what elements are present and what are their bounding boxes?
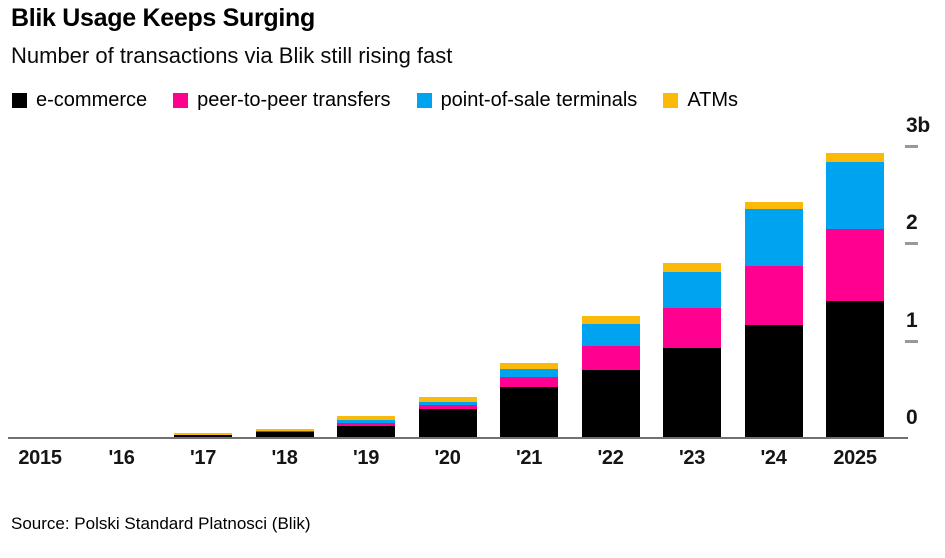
bar-column-18 [255, 429, 314, 438]
bar-segment-atms [826, 152, 884, 162]
legend-label: ATMs [687, 89, 739, 111]
bar-segment-atms [744, 201, 803, 210]
bar-column-2025 [826, 152, 884, 438]
legend-swatch-icon [416, 93, 432, 108]
bar-segment-point-of-sale-terminals [826, 161, 884, 229]
x-tick-label: 2015 [18, 447, 62, 469]
bar-segment-peer-to-peer-transfers [337, 423, 395, 427]
x-tick-label: '21 [515, 447, 543, 469]
x-tick-label: '23 [678, 447, 706, 469]
y-tick [905, 144, 918, 148]
bar-segment-peer-to-peer-transfers [744, 265, 803, 325]
bar-segment-atms [663, 263, 721, 272]
bar-column-19 [337, 416, 395, 438]
legend-item-atms: ATMs [663, 89, 738, 112]
bar-segment-point-of-sale-terminals [663, 271, 721, 309]
y-tick-label: 3b [906, 113, 930, 137]
legend-swatch-icon [12, 93, 27, 108]
bar-segment-atms [581, 316, 640, 324]
plot-area [8, 100, 908, 438]
bar-column-23 [663, 263, 721, 438]
bar-segment-point-of-sale-terminals [500, 369, 558, 378]
legend-label: point-of-sale terminals [440, 89, 638, 111]
legend-item-point-of-sale-terminals: point-of-sale terminals [416, 89, 638, 112]
bar-segment-atms [174, 433, 232, 435]
bar-segment-e-commerce [255, 431, 314, 438]
x-tick-label: '20 [434, 447, 461, 469]
bar-segment-point-of-sale-terminals [581, 323, 640, 347]
legend: e-commerce peer-to-peer transfers point-of… [12, 89, 738, 112]
y-tick [905, 339, 918, 343]
chart-title: Blik Usage Keeps Surging [11, 4, 315, 32]
legend-item-peer-to-peer-transfers: peer-to-peer transfers [173, 89, 391, 112]
bar-segment-e-commerce [174, 434, 232, 438]
legend-label: peer-to-peer transfers [197, 89, 391, 111]
bar-segment-peer-to-peer-transfers [826, 228, 884, 301]
bar-column-22 [581, 316, 640, 438]
bar-column-24 [744, 201, 803, 438]
legend-swatch-icon [173, 93, 189, 108]
bar-segment-e-commerce [744, 324, 803, 438]
x-tick-label: '24 [760, 447, 787, 469]
chart-subtitle: Number of transactions via Blik still ri… [11, 43, 453, 68]
x-tick-label: '22 [597, 447, 624, 469]
bar-segment-peer-to-peer-transfers [663, 308, 721, 349]
bar-segment-peer-to-peer-transfers [581, 346, 640, 370]
bar-segment-point-of-sale-terminals [744, 209, 803, 266]
x-axis-line [8, 437, 908, 439]
bar-segment-point-of-sale-terminals [418, 402, 477, 406]
x-tick-label: '17 [189, 447, 217, 469]
bar-segment-atms [418, 396, 477, 403]
bar-segment-e-commerce [826, 300, 884, 438]
bar-segment-e-commerce [663, 348, 721, 438]
y-tick-label: 2 [906, 211, 918, 234]
bar-segment-atms [337, 416, 395, 421]
bar-segment-e-commerce [337, 426, 395, 438]
bar-column-20 [418, 396, 477, 438]
x-tick-label: '16 [108, 447, 135, 469]
bar-column-21 [500, 362, 558, 438]
bar-segment-peer-to-peer-transfers [418, 405, 477, 409]
bar-segment-point-of-sale-terminals [337, 420, 395, 424]
bar-segment-atms [500, 362, 558, 370]
x-tick-label: '19 [352, 447, 380, 469]
bar-column-17 [174, 433, 232, 438]
bar-segment-peer-to-peer-transfers [500, 377, 558, 388]
bar-segment-e-commerce [581, 369, 640, 438]
y-tick-label: 0 [906, 406, 918, 429]
legend-label: e-commerce [36, 89, 148, 111]
x-tick-label: 2025 [833, 447, 877, 469]
legend-item-e-commerce: e-commerce [12, 89, 147, 112]
y-tick [905, 242, 918, 245]
bar-segment-e-commerce [418, 408, 477, 438]
x-tick-label: '18 [271, 447, 298, 469]
legend-swatch-icon [663, 93, 679, 108]
source-note: Source: Polski Standard Platnosci (Blik) [11, 514, 311, 533]
bar-segment-atms [255, 429, 314, 432]
y-tick-label: 1 [906, 308, 918, 332]
bar-segment-e-commerce [500, 387, 558, 438]
